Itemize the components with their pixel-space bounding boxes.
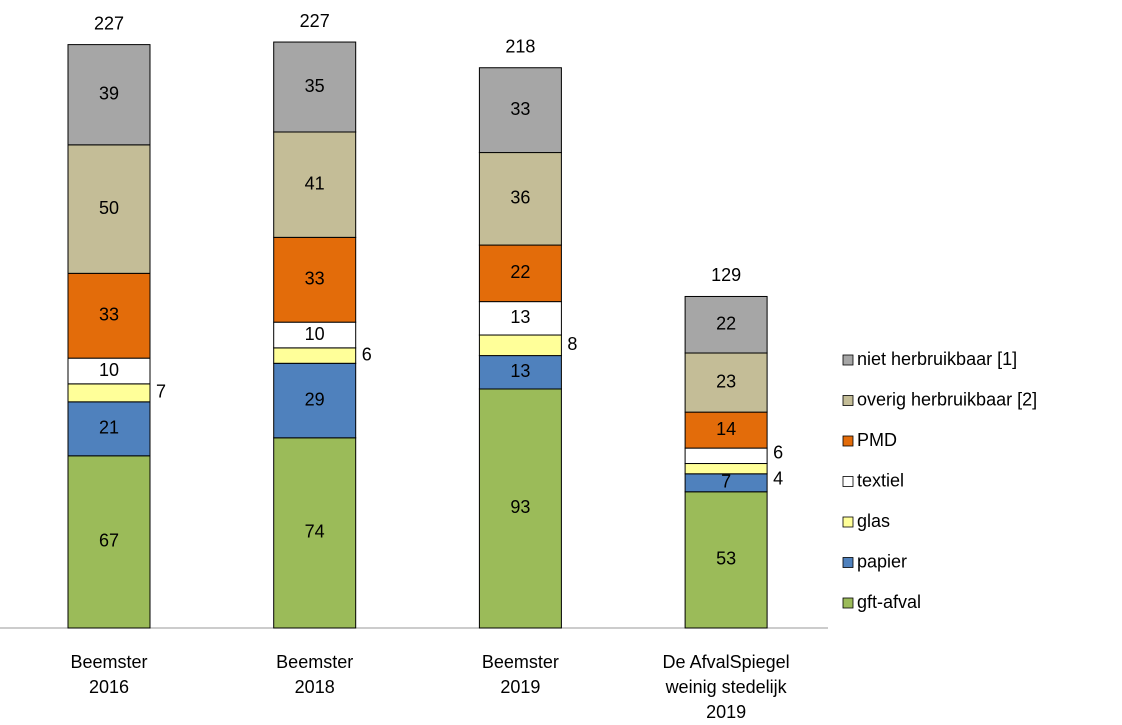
bar-segment <box>273 131 357 238</box>
bar-segment <box>478 152 562 246</box>
value-label: 74 <box>305 522 325 542</box>
value-label: 22 <box>716 313 736 333</box>
x-tick-label: De AfvalSpiegel weinig stedelijk 2019 <box>663 652 790 722</box>
legend-swatch <box>842 516 854 528</box>
value-label: 33 <box>99 304 119 324</box>
value-label: 67 <box>99 531 119 551</box>
value-label: 6 <box>362 344 372 364</box>
value-label: 7 <box>721 472 731 492</box>
bar-segment <box>478 334 562 357</box>
value-label: 13 <box>510 307 530 327</box>
legend-label: glas <box>857 511 890 531</box>
bar-segment <box>478 355 562 390</box>
bar-segment <box>273 321 357 349</box>
bar-segment <box>478 67 562 154</box>
bar-segment <box>67 272 151 359</box>
value-label: 10 <box>305 324 325 344</box>
value-label: 36 <box>510 188 530 208</box>
bar-segment <box>684 352 768 413</box>
value-label: 22 <box>510 262 530 282</box>
bar-segment <box>478 388 562 629</box>
bar-segment <box>684 411 768 449</box>
value-label: 35 <box>305 76 325 96</box>
bar-segment <box>67 401 151 457</box>
value-label: 10 <box>99 360 119 380</box>
bar-segment <box>67 44 151 146</box>
x-tick-label: Beemster 2016 <box>70 652 147 697</box>
legend-label: PMD <box>857 430 897 450</box>
value-label: 33 <box>305 269 325 289</box>
bar-segment <box>273 362 357 439</box>
value-label: 41 <box>305 173 325 193</box>
total-label: 227 <box>300 11 330 31</box>
value-label: 93 <box>510 497 530 517</box>
bar-segment <box>684 491 768 629</box>
legend-swatch <box>842 597 854 609</box>
value-label: 29 <box>305 389 325 409</box>
value-label: 7 <box>156 382 166 402</box>
value-label: 50 <box>99 198 119 218</box>
legend-label: overig herbruikbaar [2] <box>857 389 1037 409</box>
value-label: 23 <box>716 371 736 391</box>
value-label: 13 <box>510 361 530 381</box>
value-label: 6 <box>773 443 783 463</box>
legend-label: gft-afval <box>857 592 921 612</box>
bar-segment <box>273 347 357 364</box>
legend-swatch <box>842 476 854 487</box>
bar-segment <box>273 236 357 323</box>
bar-segment <box>684 463 768 475</box>
value-label: 14 <box>716 419 736 439</box>
total-label: 129 <box>711 265 741 285</box>
bar-segment <box>684 295 768 354</box>
bar-segment <box>478 244 562 303</box>
bar-segment <box>67 383 151 403</box>
bar-segment <box>684 447 768 465</box>
x-tick-label: Beemster 2019 <box>482 652 559 697</box>
legend-label: niet herbruikbaar [1] <box>857 349 1017 369</box>
legend-swatch <box>842 395 854 406</box>
total-label: 227 <box>94 13 124 33</box>
value-label: 33 <box>510 99 530 119</box>
legend-swatch <box>842 435 854 447</box>
legend-swatch <box>842 557 854 568</box>
legend-swatch <box>842 354 854 366</box>
total-label: 218 <box>505 36 535 56</box>
bar-segment <box>67 144 151 274</box>
bar-segment <box>67 455 151 629</box>
value-label: 53 <box>716 549 736 569</box>
bar-segment <box>273 437 357 629</box>
value-label: 4 <box>773 468 783 488</box>
bar-segment <box>273 41 357 133</box>
bar-segment <box>478 301 562 336</box>
value-label: 39 <box>99 83 119 103</box>
x-tick-label: Beemster 2018 <box>276 652 353 697</box>
value-label: 8 <box>567 334 577 354</box>
legend-label: textiel <box>857 470 904 490</box>
legend-label: papier <box>857 551 907 571</box>
value-label: 21 <box>99 418 119 438</box>
